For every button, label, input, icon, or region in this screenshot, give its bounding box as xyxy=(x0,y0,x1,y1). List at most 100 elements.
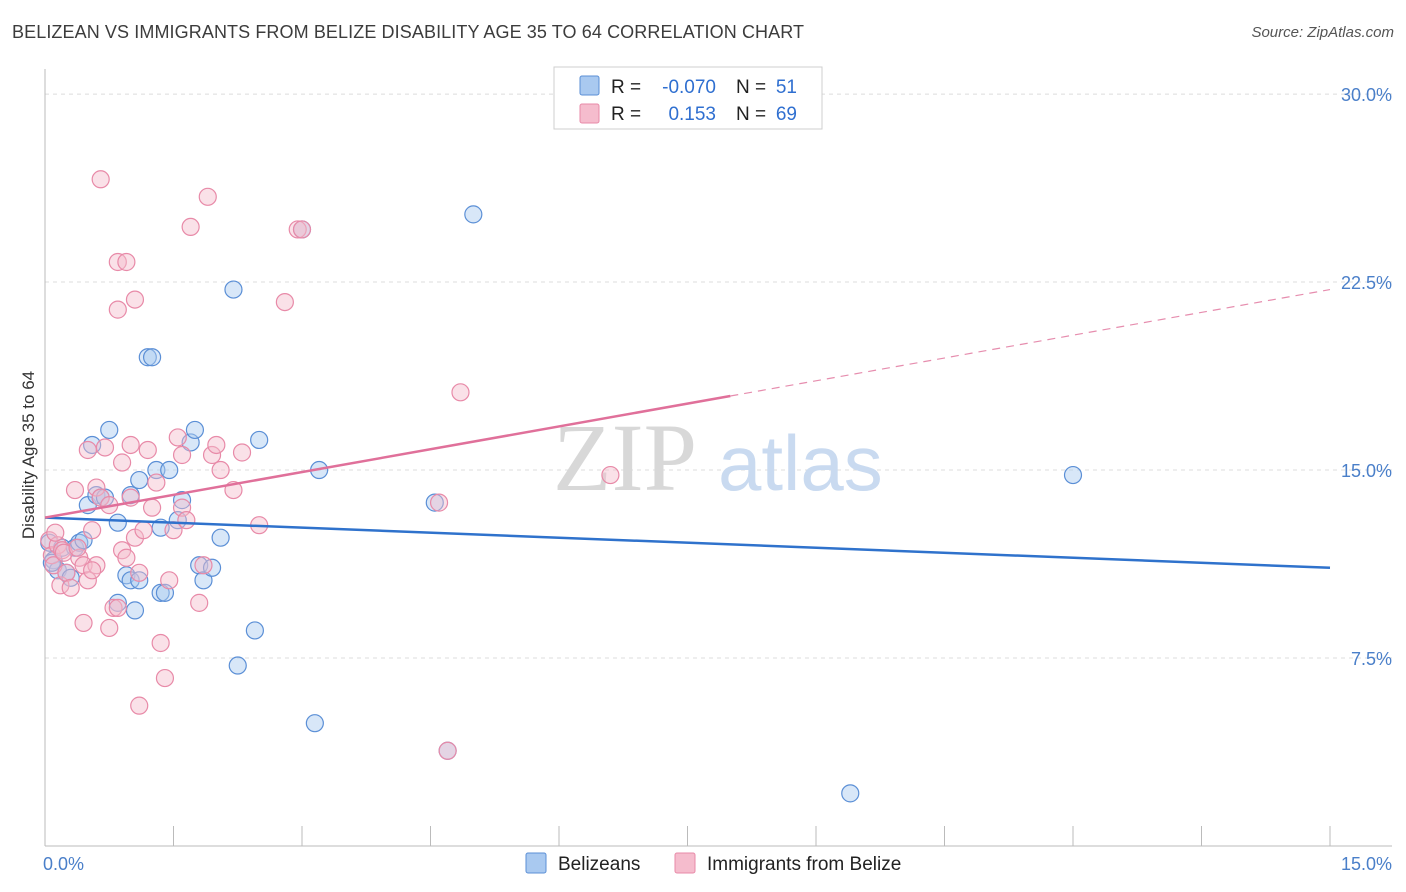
data-point xyxy=(83,561,102,580)
data-point xyxy=(130,571,149,590)
data-point xyxy=(100,618,119,638)
x-tick-label: 0.0% xyxy=(43,854,84,874)
data-point xyxy=(177,511,196,530)
data-point xyxy=(275,293,294,312)
data-point xyxy=(125,601,145,620)
data-point xyxy=(194,556,213,575)
legend-r-value: 0.153 xyxy=(668,104,716,125)
data-point xyxy=(211,528,230,547)
data-point xyxy=(172,491,192,510)
legend-r-label: R = xyxy=(611,77,641,98)
legend-n-label: N = xyxy=(736,104,766,125)
grid-lines xyxy=(45,93,1392,659)
trend-line xyxy=(44,516,1331,570)
data-point xyxy=(142,498,162,517)
data-point xyxy=(232,443,252,462)
data-point xyxy=(464,205,483,224)
bottom-legend-label: Immigrants from Belize xyxy=(707,854,901,875)
y-tick-label: 15.0% xyxy=(1341,461,1392,481)
data-point xyxy=(95,438,115,457)
data-point xyxy=(134,521,153,540)
data-point xyxy=(117,548,136,567)
data-point xyxy=(198,187,217,206)
data-point xyxy=(194,571,213,590)
data-point xyxy=(292,220,312,239)
data-point xyxy=(130,696,149,715)
data-point xyxy=(108,300,127,319)
data-point xyxy=(151,633,170,653)
chart-title: BELIZEAN VS IMMIGRANTS FROM BELIZE DISAB… xyxy=(12,22,805,42)
trend-line-dashed xyxy=(730,288,1331,397)
watermark-atlas: atlas xyxy=(718,419,883,507)
data-point xyxy=(305,714,324,733)
data-point xyxy=(112,453,132,472)
data-point xyxy=(87,478,106,497)
legend-swatch-pink xyxy=(579,103,600,124)
data-point xyxy=(228,656,247,675)
legend-r-value: -0.070 xyxy=(662,77,716,98)
data-point xyxy=(68,538,87,557)
data-point xyxy=(117,252,136,272)
x-tick-label: 15.0% xyxy=(1341,854,1392,874)
data-point xyxy=(160,571,179,590)
data-point xyxy=(429,493,449,512)
data-point xyxy=(438,741,457,760)
bottom-legend-label: Belizeans xyxy=(558,854,640,875)
data-point xyxy=(54,543,73,562)
data-points xyxy=(40,170,1083,803)
watermark-zip: ZIP xyxy=(553,404,697,511)
x-tick-labels: 0.0% 15.0% xyxy=(43,854,1392,874)
data-point xyxy=(83,521,102,540)
legend: R = -0.070 N = 51 R = 0.153 N = 69 xyxy=(553,66,823,130)
data-point xyxy=(125,290,145,309)
legend-r-label: R = xyxy=(611,104,641,125)
axes xyxy=(44,69,1392,847)
data-point xyxy=(172,445,192,465)
data-point xyxy=(425,493,444,512)
data-point xyxy=(91,170,110,189)
y-axis-label: Disability Age 35 to 64 xyxy=(19,371,38,539)
data-point xyxy=(841,784,860,803)
watermark: ZIP atlas xyxy=(553,404,883,511)
data-point xyxy=(130,470,149,490)
data-point xyxy=(168,428,187,447)
source-label: Source: ZipAtlas.com xyxy=(1251,24,1394,41)
bottom-legend-swatch-blue xyxy=(525,852,547,874)
data-point xyxy=(100,420,119,440)
data-point xyxy=(288,220,307,239)
data-point xyxy=(250,430,269,450)
data-point xyxy=(130,563,149,582)
data-point xyxy=(181,217,200,237)
legend-n-value: 69 xyxy=(776,104,797,125)
data-point xyxy=(108,513,127,532)
data-point xyxy=(74,613,93,633)
data-point xyxy=(245,621,264,640)
data-point xyxy=(147,473,166,492)
data-point xyxy=(160,460,179,480)
data-point xyxy=(151,583,170,602)
data-point xyxy=(202,445,222,465)
data-point xyxy=(104,598,123,617)
data-point xyxy=(155,668,175,688)
data-point xyxy=(78,440,97,460)
trend-line xyxy=(44,394,731,519)
data-point xyxy=(211,460,230,480)
data-point xyxy=(74,556,93,575)
data-point xyxy=(121,435,140,455)
data-point xyxy=(78,571,97,590)
data-point xyxy=(61,578,80,597)
legend-swatch-blue xyxy=(579,75,600,96)
data-point xyxy=(46,523,65,542)
data-point xyxy=(207,435,226,455)
data-point xyxy=(451,383,470,402)
legend-n-label: N = xyxy=(736,77,766,98)
bottom-legend: Belizeans Immigrants from Belize xyxy=(525,852,901,875)
y-tick-label: 30.0% xyxy=(1341,85,1392,105)
data-point xyxy=(108,598,127,617)
data-point xyxy=(1063,465,1083,485)
data-point xyxy=(185,420,205,440)
data-point xyxy=(57,563,76,582)
trend-lines xyxy=(44,288,1331,570)
data-point xyxy=(138,440,157,460)
